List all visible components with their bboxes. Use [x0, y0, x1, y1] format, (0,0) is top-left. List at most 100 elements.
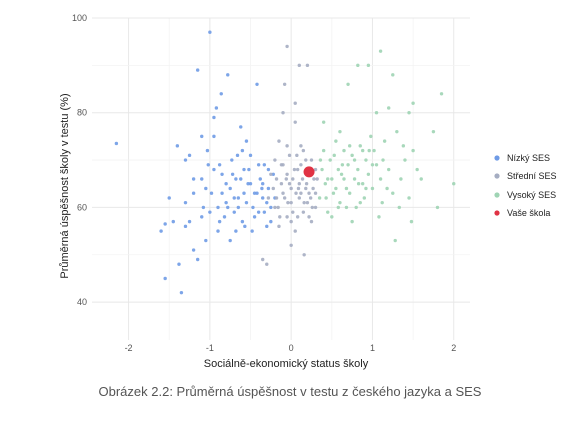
data-point	[209, 191, 214, 195]
data-point	[235, 153, 240, 158]
data-point	[358, 144, 362, 148]
data-point	[296, 186, 301, 191]
legend-item-vysoky: Vysoký SES	[494, 190, 556, 200]
data-point	[293, 120, 297, 124]
data-point	[358, 200, 362, 205]
data-point	[378, 177, 383, 181]
data-point	[313, 191, 318, 195]
legend-label-vysoky: Vysoký SES	[507, 190, 556, 200]
data-point	[318, 158, 323, 162]
data-point	[163, 222, 167, 226]
data-point	[261, 196, 265, 200]
data-point	[307, 191, 311, 195]
data-point	[285, 144, 289, 148]
y-tick-label: 100	[72, 13, 87, 23]
data-point	[261, 182, 265, 186]
legend-dot-vase-skola	[494, 210, 500, 216]
data-point	[431, 129, 436, 134]
data-point	[313, 167, 318, 172]
data-point	[208, 30, 212, 34]
legend-item-vase-skola: Vaše škola	[494, 208, 550, 218]
data-point	[250, 229, 254, 233]
data-point	[246, 182, 250, 186]
data-point	[307, 215, 311, 219]
data-point	[281, 163, 285, 167]
figure-caption: Obrázek 2.2: Průměrná úspěšnost v testu …	[98, 384, 482, 399]
data-point	[344, 186, 349, 191]
data-point	[284, 177, 288, 181]
data-point	[289, 219, 293, 224]
data-point	[356, 182, 361, 186]
data-point	[266, 167, 271, 172]
x-tick-label: -1	[206, 343, 214, 353]
data-point	[411, 148, 415, 153]
data-point	[370, 163, 375, 167]
data-point	[407, 196, 411, 200]
data-point	[292, 167, 297, 172]
data-point	[347, 144, 352, 148]
data-point	[243, 224, 247, 229]
data-point	[299, 163, 303, 167]
data-point	[274, 196, 279, 200]
data-point	[224, 182, 228, 186]
data-point	[240, 219, 245, 224]
data-point	[214, 106, 219, 110]
data-point	[419, 177, 423, 181]
data-point	[232, 196, 236, 200]
data-point	[435, 205, 440, 210]
data-point	[304, 158, 308, 162]
data-point	[200, 134, 204, 139]
data-point	[183, 224, 188, 229]
data-point	[269, 219, 273, 224]
data-point	[338, 200, 342, 205]
data-point	[220, 191, 224, 195]
data-point	[274, 177, 279, 181]
data-point	[281, 111, 285, 115]
data-point	[387, 106, 391, 110]
data-point	[294, 191, 298, 195]
data-point	[206, 163, 210, 167]
data-point	[255, 82, 259, 86]
data-point	[407, 111, 411, 115]
data-point	[191, 177, 196, 181]
data-point	[286, 200, 290, 205]
data-point	[200, 177, 204, 181]
data-point	[308, 196, 313, 200]
data-point	[269, 205, 273, 210]
data-point	[340, 163, 345, 167]
data-point	[247, 167, 251, 172]
data-point	[234, 177, 238, 181]
data-point	[234, 229, 238, 233]
data-point	[297, 63, 301, 68]
data-point	[403, 158, 407, 162]
data-point	[271, 172, 275, 176]
legend-item-nizky: Nízký SES	[494, 153, 550, 163]
data-point	[287, 153, 292, 158]
ticks-layer: -2 -1 0 1 2 40 60 80 100	[72, 13, 456, 353]
data-point	[415, 167, 419, 172]
data-point	[269, 172, 273, 176]
y-tick-label: 80	[77, 108, 87, 118]
data-point	[271, 186, 275, 191]
data-point	[226, 205, 230, 210]
y-axis-title: Průměrná úspěšnost školy v testu (%)	[59, 93, 71, 278]
data-point	[266, 186, 271, 191]
data-point	[395, 129, 399, 134]
data-point	[248, 153, 253, 158]
data-point	[265, 224, 269, 229]
data-point	[282, 82, 287, 86]
data-point	[179, 290, 184, 295]
data-point	[304, 182, 309, 186]
data-point	[230, 172, 235, 176]
data-point	[352, 177, 357, 181]
data-point	[297, 182, 301, 186]
data-point	[302, 200, 306, 205]
data-point	[200, 215, 204, 219]
data-point	[347, 191, 352, 195]
data-point	[360, 148, 365, 153]
data-point	[262, 210, 267, 214]
data-point	[224, 200, 228, 205]
data-point	[311, 186, 315, 191]
legend-label-nizky: Nízký SES	[507, 153, 550, 163]
data-point	[360, 182, 365, 186]
